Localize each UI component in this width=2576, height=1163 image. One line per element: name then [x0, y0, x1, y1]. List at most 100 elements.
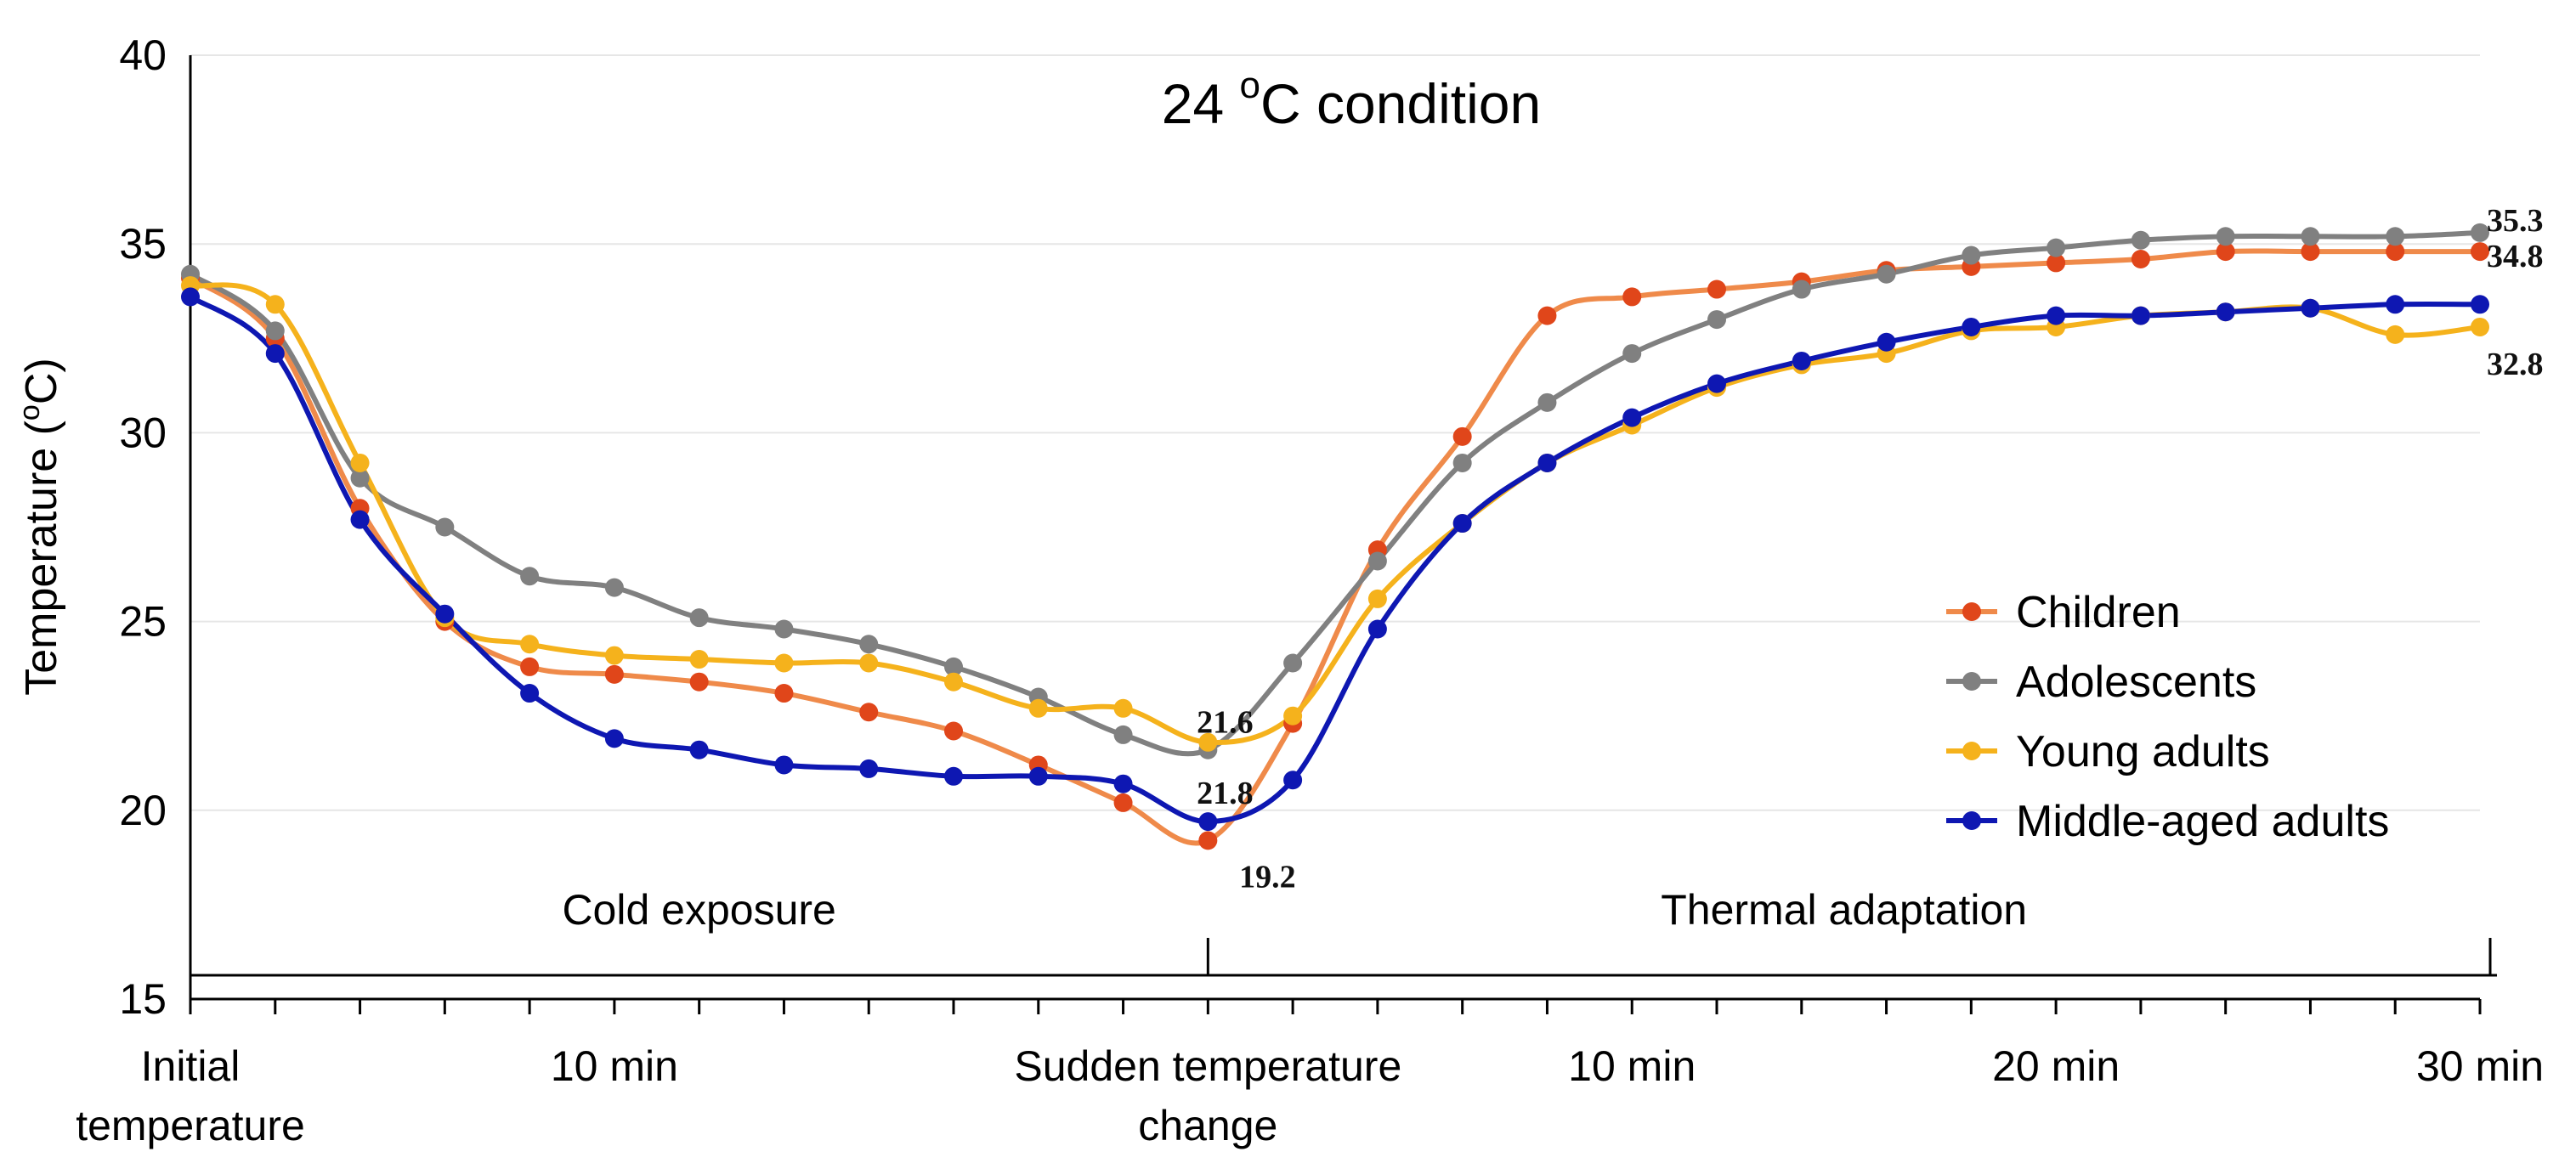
data-point	[181, 287, 200, 307]
data-point	[1537, 453, 1557, 472]
legend: Children Adolescents Young adults Middle-ag…	[1946, 588, 2389, 846]
data-point	[1792, 279, 1811, 299]
legend-marker	[1962, 672, 1981, 691]
data-point	[1283, 771, 1303, 790]
y-axis-label-text: Temperature (	[17, 420, 66, 695]
data-point	[1367, 551, 1387, 571]
data-point	[2386, 242, 2405, 262]
labels-group: Cold exposure Thermal adaptation Initial te…	[14, 65, 2544, 1149]
y-tick-label: 15	[119, 975, 167, 1023]
data-point	[2216, 302, 2235, 322]
y-tick-label: 30	[119, 409, 167, 456]
data-point	[1198, 732, 1218, 752]
data-point	[774, 755, 794, 775]
data-point	[859, 759, 879, 778]
data-point	[2216, 242, 2235, 262]
data-point	[2047, 238, 2066, 257]
data-point	[859, 635, 879, 654]
data-point	[1962, 317, 1981, 336]
y-tick-label: 25	[119, 598, 167, 646]
data-point	[1707, 310, 1726, 330]
data-point	[1283, 653, 1303, 673]
data-point	[1537, 392, 1557, 412]
axes: 15 20 25 30 35 40	[119, 31, 2497, 1023]
data-point	[2471, 317, 2489, 336]
legend-marker	[1962, 811, 1981, 830]
data-point	[1452, 453, 1472, 472]
data-point	[944, 672, 963, 692]
y-tick-label: 20	[119, 787, 167, 834]
data-point	[1707, 374, 1726, 393]
value-annotation: 35.3	[2487, 203, 2544, 239]
data-point	[350, 453, 370, 472]
value-annotation: 19.2	[1239, 859, 1296, 895]
value-annotation: 34.8	[2487, 239, 2544, 274]
data-point	[2131, 230, 2150, 250]
chart-title-text: C condition	[1260, 72, 1541, 135]
y-axis-label-superscript: o	[14, 404, 46, 421]
data-point	[944, 657, 963, 676]
data-point	[774, 653, 794, 673]
data-point	[1028, 698, 1048, 718]
x-tick-label: 30 min	[2416, 1042, 2544, 1090]
data-point	[350, 468, 370, 488]
data-point	[2471, 223, 2489, 242]
data-point	[689, 650, 709, 669]
data-point	[520, 657, 540, 676]
legend-label: Children	[2016, 588, 2181, 637]
data-point	[1622, 408, 1642, 427]
data-point	[2301, 298, 2320, 318]
data-point	[1452, 426, 1472, 446]
data-point	[1537, 306, 1557, 325]
data-point	[265, 321, 285, 341]
data-point	[2471, 242, 2489, 262]
x-tick-label: 10 min	[551, 1042, 678, 1090]
series-group	[181, 223, 2489, 850]
data-point	[2216, 227, 2235, 246]
phase-label: Thermal adaptation	[1661, 886, 2027, 934]
chart-title: 24 oC condition	[1162, 65, 1541, 135]
data-point	[604, 729, 624, 748]
data-point	[1877, 332, 1896, 352]
data-point	[435, 517, 455, 537]
data-point	[689, 608, 709, 628]
x-tick-label: Sudden temperature	[1014, 1042, 1401, 1090]
y-axis-label: Temperature (oC)	[14, 358, 66, 695]
data-point	[1198, 812, 1218, 832]
data-point	[520, 567, 540, 586]
data-point	[1113, 698, 1133, 718]
data-point	[2301, 227, 2320, 246]
legend-label: Young adults	[2016, 727, 2270, 776]
data-point	[2471, 295, 2489, 314]
data-point	[520, 635, 540, 654]
data-point	[265, 344, 285, 364]
data-point	[2131, 249, 2150, 268]
data-point	[944, 766, 963, 786]
data-point	[2386, 227, 2405, 246]
data-point	[1367, 619, 1387, 639]
data-point	[350, 510, 370, 529]
x-tick-label: temperature	[76, 1102, 305, 1149]
x-tick-label: 20 min	[1992, 1042, 2120, 1090]
data-point	[520, 684, 540, 703]
data-point	[1198, 831, 1218, 850]
data-point	[265, 295, 285, 314]
value-annotation: 21.8	[1197, 776, 1254, 811]
x-tick-label: 10 min	[1568, 1042, 1696, 1090]
legend-marker	[1962, 742, 1981, 760]
data-point	[604, 578, 624, 597]
data-point	[1367, 589, 1387, 608]
data-point	[2047, 253, 2066, 273]
data-point	[944, 721, 963, 741]
data-point	[2301, 242, 2320, 262]
data-point	[774, 619, 794, 639]
phase-label: Cold exposure	[562, 886, 835, 934]
data-point	[2047, 306, 2066, 325]
data-point	[1452, 514, 1472, 534]
data-point	[2386, 325, 2405, 344]
data-point	[1113, 774, 1133, 793]
x-tick-label: Initial	[141, 1042, 241, 1090]
data-point	[1962, 246, 1981, 265]
